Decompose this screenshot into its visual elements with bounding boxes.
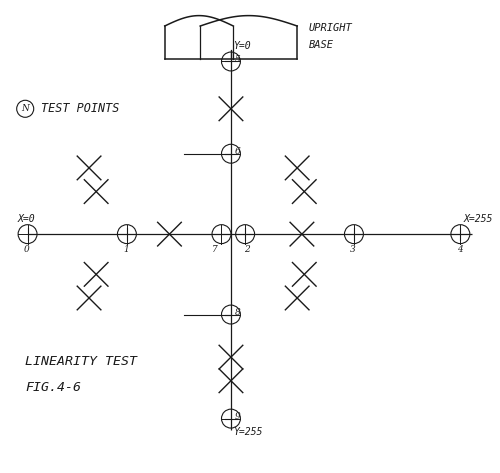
- Text: UPRIGHT: UPRIGHT: [309, 23, 353, 34]
- Text: 3: 3: [350, 245, 356, 254]
- Text: X=0: X=0: [17, 214, 35, 224]
- Text: LINEARITY TEST: LINEARITY TEST: [25, 355, 137, 368]
- Text: 8: 8: [234, 308, 240, 317]
- Text: 6: 6: [234, 147, 240, 157]
- Text: BASE: BASE: [309, 40, 334, 50]
- Text: 0: 0: [24, 245, 30, 254]
- Text: 7: 7: [212, 245, 218, 254]
- Text: FIG.4-6: FIG.4-6: [25, 381, 81, 394]
- Text: N: N: [22, 104, 29, 114]
- Text: 4: 4: [456, 245, 462, 254]
- Text: 5: 5: [234, 55, 240, 64]
- Text: X=255: X=255: [464, 214, 493, 224]
- Text: Y=255: Y=255: [234, 427, 262, 437]
- Text: 1: 1: [123, 245, 129, 254]
- Text: 9: 9: [234, 412, 240, 421]
- Text: 2: 2: [244, 245, 250, 254]
- Text: TEST POINTS: TEST POINTS: [41, 102, 119, 115]
- Text: Y=0: Y=0: [234, 41, 251, 51]
